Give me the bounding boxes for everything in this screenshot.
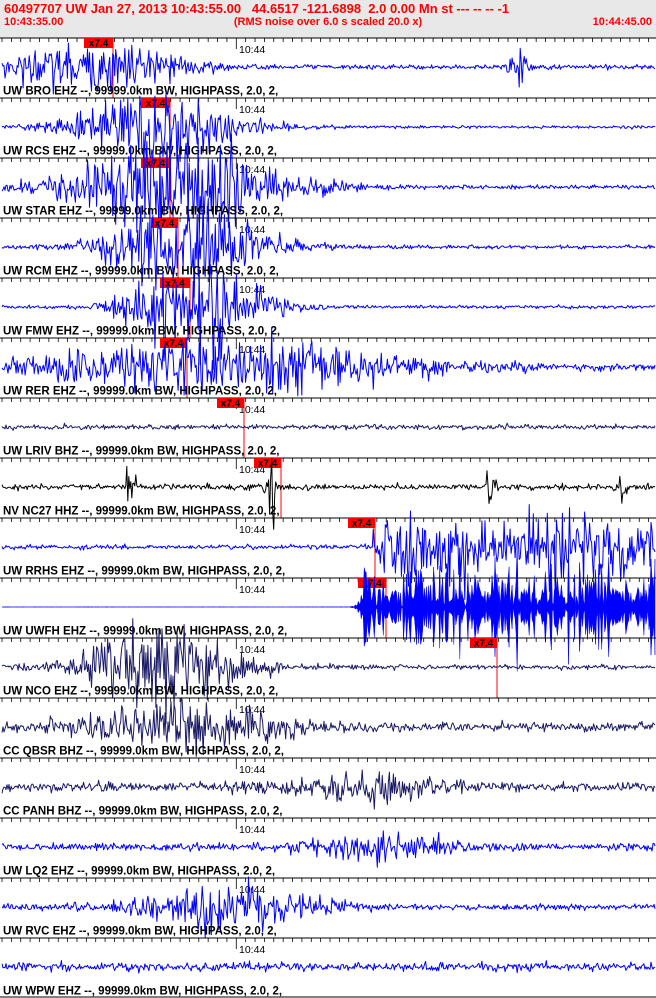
svg-text:CC PANH BHZ --, 99999.0km BW,: CC PANH BHZ --, 99999.0km BW, HIGHPASS, … bbox=[3, 806, 282, 818]
svg-text:x7.4: x7.4 bbox=[146, 99, 166, 110]
svg-text:x7.4: x7.4 bbox=[258, 459, 278, 470]
svg-text:x7.4: x7.4 bbox=[89, 39, 109, 50]
svg-text:UW FMW EHZ --, 99999.0km BW, H: UW FMW EHZ --, 99999.0km BW, HIGHPASS, 2… bbox=[3, 326, 280, 338]
svg-text:10:44: 10:44 bbox=[239, 644, 265, 656]
svg-text:x7.4: x7.4 bbox=[474, 639, 494, 650]
svg-text:x7.4: x7.4 bbox=[164, 339, 184, 350]
svg-text:10:44: 10:44 bbox=[239, 764, 265, 776]
svg-text:x7.4: x7.4 bbox=[221, 399, 241, 410]
svg-text:UW RCS EHZ --, 99999.0km BW, H: UW RCS EHZ --, 99999.0km BW, HIGHPASS, 2… bbox=[3, 146, 277, 158]
svg-text:10:44: 10:44 bbox=[239, 44, 265, 56]
svg-text:x7.4: x7.4 bbox=[146, 159, 166, 170]
svg-text:UW BRO EHZ --, 99999.0km BW, H: UW BRO EHZ --, 99999.0km BW, HIGHPASS, 2… bbox=[3, 86, 278, 98]
svg-text:UW LQ2 EHZ --, 99999.0km BW, H: UW LQ2 EHZ --, 99999.0km BW, HIGHPASS, 2… bbox=[3, 866, 275, 878]
svg-text:10:44: 10:44 bbox=[239, 104, 265, 116]
svg-text:10:44: 10:44 bbox=[239, 944, 265, 956]
svg-text:UW STAR EHZ --, 99999.0km BW,: UW STAR EHZ --, 99999.0km BW, HIGHPASS, … bbox=[3, 206, 283, 218]
svg-text:UW RCM EHZ --, 99999.0km BW, H: UW RCM EHZ --, 99999.0km BW, HIGHPASS, 2… bbox=[3, 266, 279, 278]
svg-text:CC QBSR BHZ --, 99999.0km BW,: CC QBSR BHZ --, 99999.0km BW, HIGHPASS, … bbox=[3, 746, 284, 758]
svg-text:10:44: 10:44 bbox=[239, 884, 265, 896]
svg-text:UW NCO EHZ --, 99999.0km BW, H: UW NCO EHZ --, 99999.0km BW, HIGHPASS, 2… bbox=[3, 686, 278, 698]
svg-text:10:44: 10:44 bbox=[239, 584, 265, 596]
svg-text:NV NC27 HHZ --, 99999.0km BW,: NV NC27 HHZ --, 99999.0km BW, HIGHPASS, … bbox=[3, 506, 280, 518]
svg-text:UW WPW EHZ --, 99999.0km BW, H: UW WPW EHZ --, 99999.0km BW, HIGHPASS, 2… bbox=[3, 986, 282, 998]
svg-text:10:44: 10:44 bbox=[239, 524, 265, 536]
svg-text:UW LRIV BHZ --, 99999.0km BW,: UW LRIV BHZ --, 99999.0km BW, HIGHPASS, … bbox=[3, 446, 280, 458]
svg-text:UW RRHS EHZ --, 99999.0km BW,: UW RRHS EHZ --, 99999.0km BW, HIGHPASS, … bbox=[3, 566, 285, 578]
svg-text:UW RVC EHZ --, 99999.0km BW, H: UW RVC EHZ --, 99999.0km BW, HIGHPASS, 2… bbox=[3, 926, 277, 938]
svg-text:UW RER EHZ --, 99999.0km BW, H: UW RER EHZ --, 99999.0km BW, HIGHPASS, 2… bbox=[3, 386, 277, 398]
svg-text:x7.4: x7.4 bbox=[352, 519, 372, 530]
svg-text:UW UWFH EHZ --, 99999.0km BW,: UW UWFH EHZ --, 99999.0km BW, HIGHPASS, … bbox=[3, 626, 287, 638]
svg-text:10:44: 10:44 bbox=[239, 824, 265, 836]
svg-text:10:44: 10:44 bbox=[239, 344, 265, 356]
svg-text:10:44: 10:44 bbox=[239, 224, 265, 236]
